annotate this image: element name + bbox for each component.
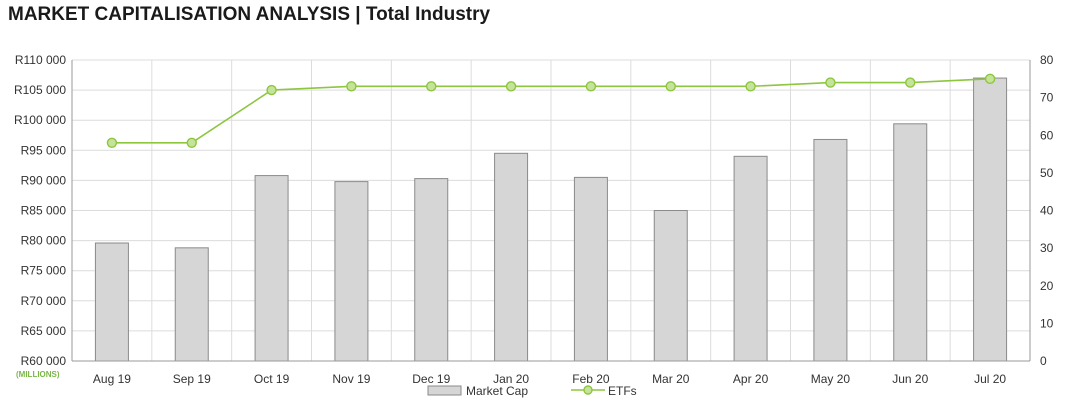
etf-series-line (111, 78, 991, 144)
y-right-tick-label: 10 (1040, 316, 1054, 330)
x-tick-label: Dec 19 (412, 372, 450, 386)
y-units-label: (MILLIONS) (16, 370, 60, 379)
x-tick-label: Feb 20 (572, 372, 610, 386)
y-right-tick-label: 20 (1040, 279, 1054, 293)
y-left-tick-label: R110 000 (15, 53, 66, 67)
legend-swatch-etfs-marker (583, 385, 593, 395)
x-tick-label: Nov 19 (332, 372, 370, 386)
bar-market-cap (813, 138, 848, 362)
axes (71, 60, 1031, 362)
gridlines (71, 59, 1031, 362)
y-right-tick-label: 50 (1040, 166, 1054, 180)
y-right-tick-label: 60 (1040, 128, 1054, 142)
x-tick-label: Oct 19 (254, 372, 290, 386)
y-right-tick-label: 0 (1040, 354, 1047, 368)
chart-title: MARKET CAPITALISATION ANALYSIS | Total I… (8, 4, 491, 25)
x-tick-label: Aug 19 (93, 372, 131, 386)
y-right-tick-label: 30 (1040, 241, 1054, 255)
y-left-tick-label: R105 000 (14, 83, 66, 97)
x-tick-label: Jul 20 (974, 372, 1006, 386)
etf-point (266, 84, 277, 96)
bar-market-cap (653, 210, 688, 362)
etf-point (905, 77, 916, 88)
tick-labels: R60 000 R65 000 R70 000 R75 000 R80 000 R85 0… (14, 53, 1054, 386)
x-tick-label: Apr 20 (733, 372, 769, 386)
y-left-tick-label: R65 000 (21, 324, 67, 338)
y-right-tick-label: 80 (1040, 53, 1054, 67)
bar-market-cap (733, 155, 768, 362)
etf-point (745, 81, 756, 92)
etf-point (984, 73, 996, 85)
y-left-tick-label: R100 000 (14, 113, 66, 127)
y-left-tick-label: R95 000 (21, 143, 67, 157)
x-tick-label: May 20 (811, 372, 851, 386)
legend: Market Cap ETFs (427, 384, 637, 398)
bar-market-cap (94, 242, 129, 362)
y-left-tick-label: R90 000 (21, 173, 67, 187)
y-left-tick-label: R80 000 (21, 234, 67, 248)
bar-market-cap (414, 178, 449, 362)
x-tick-label: Sep 19 (173, 372, 211, 386)
etf-point (186, 137, 197, 148)
y-left-tick-label: R75 000 (21, 264, 67, 278)
etf-line (106, 73, 996, 148)
y-right-tick-label: 70 (1040, 91, 1054, 105)
bar-market-cap (174, 247, 209, 362)
bar-market-cap (573, 176, 608, 362)
bar-market-cap (254, 175, 289, 362)
y-left-tick-label: R85 000 (21, 204, 67, 218)
y-right-tick-label: 40 (1040, 204, 1054, 218)
x-tick-label: Jun 20 (892, 372, 928, 386)
y-left-tick-label: R60 000 (21, 354, 67, 368)
x-tick-label: Mar 20 (652, 372, 690, 386)
legend-swatch-market-cap (427, 385, 462, 396)
bar-market-cap (973, 77, 1008, 362)
legend-label-etfs: ETFs (608, 384, 637, 398)
etf-point (585, 81, 597, 92)
bar-market-cap (494, 152, 529, 362)
etf-point (665, 81, 676, 92)
etf-point (106, 137, 118, 148)
legend-label-market-cap: Market Cap (466, 384, 528, 398)
market-cap-bars (94, 77, 1008, 362)
etf-point (426, 81, 437, 92)
etf-point (825, 77, 836, 88)
etf-point (505, 81, 517, 92)
etf-point (346, 81, 357, 92)
x-tick-label: Jan 20 (493, 372, 529, 386)
y-left-tick-label: R70 000 (21, 294, 67, 308)
bar-market-cap (893, 123, 928, 362)
bar-market-cap (334, 181, 369, 362)
